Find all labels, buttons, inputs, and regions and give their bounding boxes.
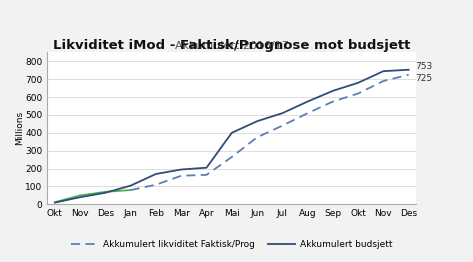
Legend: Akkumulert likviditet Faktisk/Prog, Akkumulert budsjett: Akkumulert likviditet Faktisk/Prog, Akku… — [68, 236, 396, 253]
Title: Likviditet iMod - Faktisk/Prognose mot budsjett: Likviditet iMod - Faktisk/Prognose mot b… — [53, 39, 411, 52]
Text: 725: 725 — [416, 74, 433, 83]
Text: Akkumulert 2016/17: Akkumulert 2016/17 — [175, 41, 289, 51]
Y-axis label: Millions: Millions — [15, 111, 24, 145]
Text: 753: 753 — [416, 62, 433, 72]
